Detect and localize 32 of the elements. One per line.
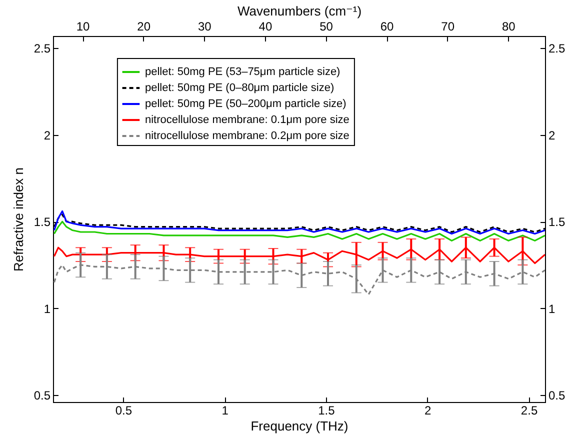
y2-tick-label: 2: [548, 128, 556, 142]
y-tick-label: 0.5: [34, 388, 51, 403]
x-tick-label: 2.5: [520, 404, 538, 418]
x2-tick-label: 20: [137, 20, 151, 34]
legend-label: nitrocellulose membrane: 0.2μm pore size: [144, 130, 350, 142]
x2-tick-label: 80: [502, 20, 516, 34]
y2-tick-label: 1: [548, 302, 556, 316]
y-tick-label: 1: [44, 302, 51, 316]
legend-label: pellet: 50mg PE (0–80μm particle size): [144, 82, 334, 94]
x2-axis-title: Wavenumbers (cm⁻¹): [237, 4, 362, 18]
x2-tick-label: 40: [258, 20, 272, 34]
x2-tick-label: 60: [380, 20, 394, 34]
x-tick-label: 0.5: [115, 404, 132, 418]
x-tick-label: 1: [222, 404, 229, 418]
y-tick-label: 2: [44, 128, 51, 142]
legend-label: pellet: 50mg PE (50–200μm particle size): [144, 98, 346, 110]
y2-tick-label: 0.5: [548, 388, 566, 403]
y-axis-title: Refractive index n: [10, 167, 26, 272]
y2-tick-label: 2.5: [548, 42, 566, 56]
x2-tick-label: 30: [198, 20, 212, 34]
line-series: [53, 220, 545, 242]
y-tick-label: 2.5: [34, 42, 51, 56]
x-tick-label: 1.5: [318, 404, 336, 418]
y-tick-label: 1.5: [34, 215, 51, 230]
x2-tick-label: 50: [320, 20, 334, 34]
legend-label: nitrocellulose membrane: 0.1μm pore size: [144, 114, 350, 126]
x2-tick-label: 10: [76, 20, 90, 34]
legend-label: pellet: 50mg PE (53–75μm particle size): [144, 66, 340, 78]
x-axis-title: Frequency (THz): [250, 418, 348, 434]
x-tick-label: 2: [424, 404, 432, 418]
y2-tick-label: 1.5: [548, 215, 566, 230]
x2-tick-label: 70: [441, 20, 455, 34]
